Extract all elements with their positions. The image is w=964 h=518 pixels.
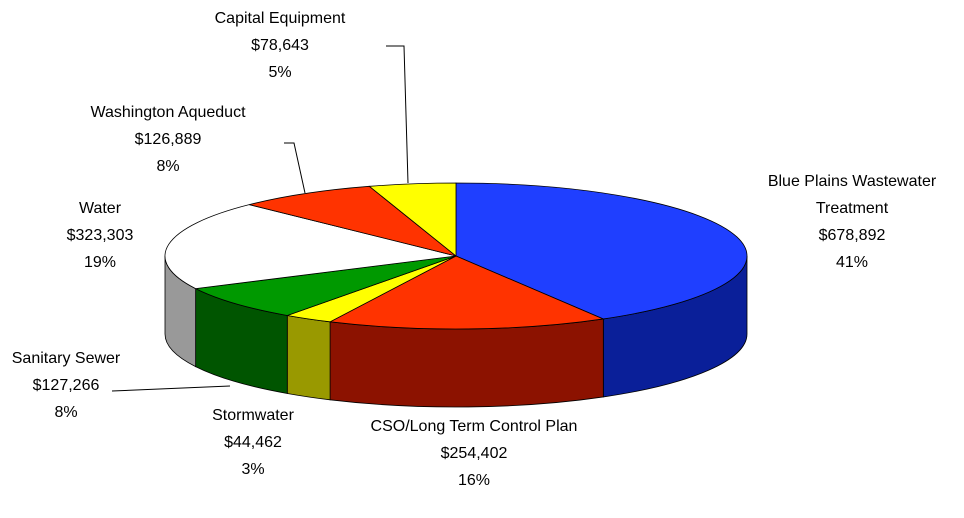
slice-label: Capital Equipment $78,643 5% bbox=[180, 5, 380, 86]
slice-percent: 19% bbox=[83, 254, 117, 271]
leader-lines bbox=[111, 45, 409, 392]
slice-label: Water $323,303 19% bbox=[40, 195, 160, 276]
slice-value: $78,643 bbox=[251, 37, 309, 54]
slice-side bbox=[329, 318, 604, 408]
slice-name: Water bbox=[78, 200, 122, 217]
leader-line bbox=[111, 385, 231, 392]
slice-label: Blue Plains Wastewater Treatment $678,892… bbox=[732, 168, 964, 276]
leader-line bbox=[386, 45, 409, 184]
slice-percent: 8% bbox=[156, 158, 180, 175]
slice-name: Washington Aqueduct bbox=[90, 104, 246, 121]
slice-percent: 5% bbox=[268, 64, 292, 81]
slice bbox=[328, 255, 605, 330]
slice bbox=[368, 182, 457, 257]
slice-name: Stormwater bbox=[212, 407, 294, 424]
slice-label: Sanitary Sewer $127,266 8% bbox=[0, 345, 136, 426]
slice-name: Blue Plains Wastewater Treatment bbox=[767, 173, 937, 217]
slice-value: $323,303 bbox=[66, 227, 134, 244]
slice-percent: 8% bbox=[54, 404, 78, 421]
slice-percent: 16% bbox=[457, 472, 491, 489]
slice-value: $254,402 bbox=[440, 445, 508, 462]
slice-value: $127,266 bbox=[32, 377, 100, 394]
slice-label: CSO/Long Term Control Plan $254,402 16% bbox=[354, 413, 594, 494]
slice-value: $44,462 bbox=[224, 434, 282, 451]
slice-label: Stormwater $44,462 3% bbox=[183, 402, 323, 483]
slice-name: Capital Equipment bbox=[214, 10, 346, 27]
slice-side bbox=[286, 315, 331, 401]
slice-label: Washington Aqueduct $126,889 8% bbox=[58, 99, 278, 180]
slice-value: $126,889 bbox=[134, 131, 202, 148]
slice bbox=[164, 204, 457, 290]
slice-value: $678,892 bbox=[818, 227, 886, 244]
slice-name: CSO/Long Term Control Plan bbox=[370, 418, 578, 435]
slice-percent: 3% bbox=[241, 461, 265, 478]
slice bbox=[249, 185, 457, 257]
slice bbox=[194, 255, 457, 316]
slice bbox=[455, 182, 748, 320]
leader-line bbox=[284, 142, 306, 194]
slice-name: Sanitary Sewer bbox=[11, 350, 121, 367]
slice-percent: 41% bbox=[835, 254, 869, 271]
pie-tops bbox=[164, 182, 748, 330]
